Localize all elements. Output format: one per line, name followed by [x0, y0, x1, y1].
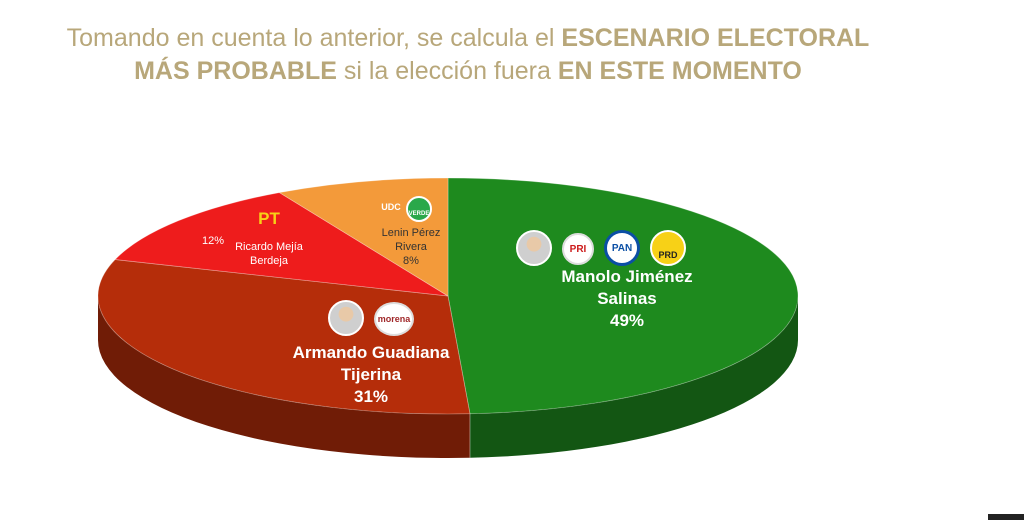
- morena-logo-icon: morena: [374, 302, 414, 336]
- pie-side-0: [469, 296, 798, 458]
- title-text-3: MÁS PROBABLE: [134, 57, 337, 85]
- udc-logo-text: UDC: [381, 202, 401, 212]
- prd-logo-text: PRD: [658, 250, 678, 260]
- manolo-photo-icon: [516, 230, 552, 266]
- title-text-4: si la elección fuera: [336, 57, 558, 85]
- pan-logo-text: PAN: [611, 242, 633, 254]
- pri-logo-icon: PRI: [562, 233, 594, 265]
- morena-logo-text: morena: [377, 314, 411, 324]
- label-ricardo-pct: 12%: [196, 234, 230, 248]
- title-line-1: Tomando en cuenta lo anterior, se calcul…: [0, 22, 936, 55]
- pt-logo-text: PT: [258, 209, 280, 228]
- label-manolo-line1: Manolo Jiménez: [561, 267, 693, 286]
- label-manolo: Manolo Jiménez Salinas 49%: [534, 266, 720, 332]
- verde-logo-icon: VERDE: [406, 196, 432, 222]
- label-armando-line2: Tijerina: [340, 365, 402, 384]
- label-lenin: Lenin Pérez Rivera 8%: [366, 226, 456, 268]
- screen-corner: [988, 514, 1024, 520]
- verde-logo-text: VERDE: [408, 211, 430, 217]
- chart-title: Tomando en cuenta lo anterior, se calcul…: [0, 22, 936, 88]
- pie-side-1: [98, 296, 470, 458]
- label-lenin-line1: Lenin Pérez: [381, 227, 441, 239]
- title-line-2: MÁS PROBABLE si la elección fuera EN EST…: [0, 55, 936, 88]
- pan-logo-icon: PAN: [604, 230, 640, 266]
- label-ricardo: Ricardo Mejía Berdeja: [226, 240, 312, 268]
- label-manolo-pct: 49%: [609, 311, 645, 330]
- prd-logo-icon: PRD: [650, 230, 686, 266]
- pie-slice-3: [278, 177, 449, 297]
- title-text-5: EN ESTE MOMENTO: [557, 57, 802, 85]
- label-manolo-line2: Salinas: [597, 289, 657, 308]
- label-ricardo-line1: Ricardo Mejía: [235, 241, 303, 253]
- label-lenin-pct: 8%: [403, 255, 419, 267]
- title-text-2: ESCENARIO ELECTORAL: [561, 24, 870, 52]
- armando-photo-icon: [328, 300, 364, 336]
- label-armando: Armando Guadiana Tijerina 31%: [278, 342, 464, 408]
- label-ricardo-pct-text: 12%: [201, 235, 225, 247]
- pie-slice-1: [97, 259, 471, 415]
- title-text-1: Tomando en cuenta lo anterior, se calcul…: [66, 24, 562, 52]
- pri-logo-text: PRI: [569, 243, 587, 255]
- pt-logo-icon: PT: [252, 206, 286, 232]
- udc-logo-icon: UDC: [378, 196, 404, 218]
- label-armando-pct: 31%: [353, 387, 389, 406]
- label-armando-line1: Armando Guadiana: [292, 343, 450, 362]
- label-lenin-line2: Rivera: [395, 241, 427, 253]
- pie-slice-2: [114, 192, 449, 297]
- label-ricardo-line2: Berdeja: [250, 255, 288, 267]
